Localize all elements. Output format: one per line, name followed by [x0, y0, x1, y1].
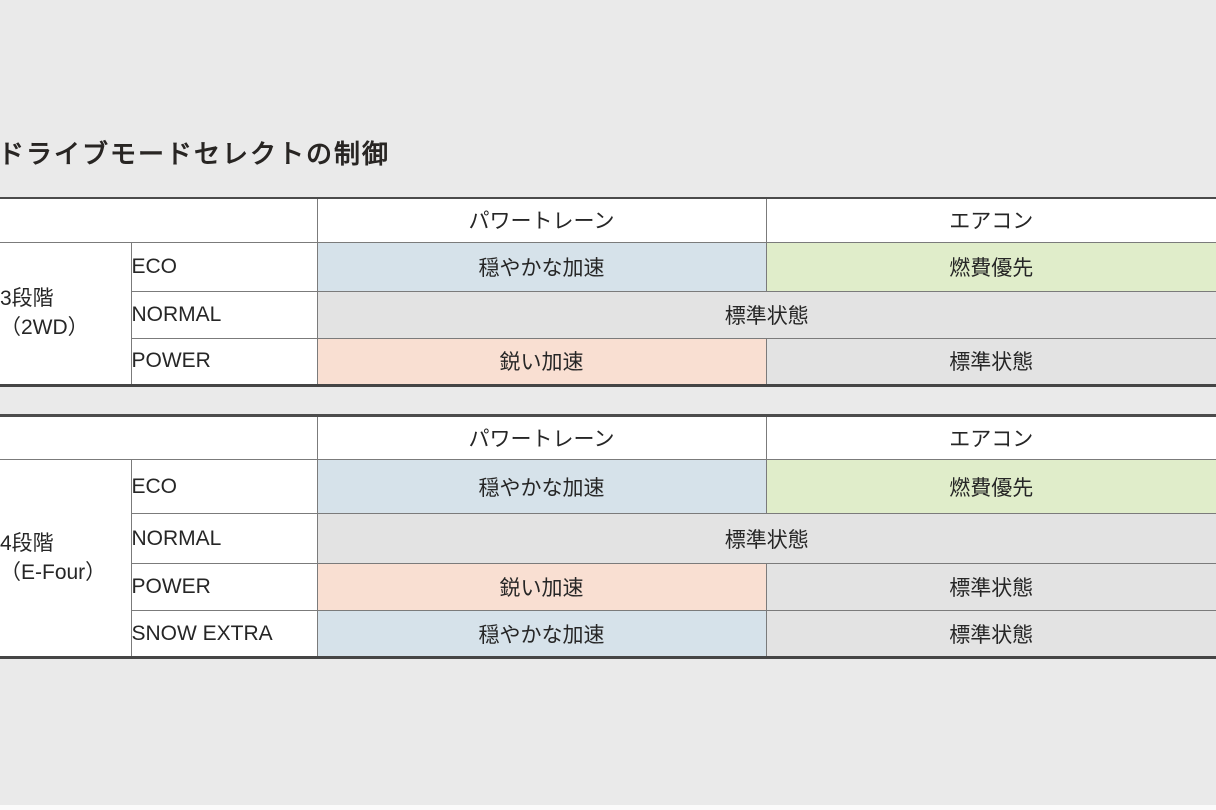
value-aircon-eco: 燃費優先	[765, 459, 1216, 514]
table-row: POWER 鋭い加速 標準状態	[0, 563, 1216, 611]
value-powertrain-power: 鋭い加速	[316, 337, 767, 386]
value-normal-merged: 標準状態	[316, 513, 1216, 564]
page-bottom-strip	[0, 805, 1216, 810]
group-label-line2: （2WD）	[0, 316, 89, 339]
mode-cell-power: POWER	[130, 563, 318, 611]
value-powertrain-eco: 穏やかな加速	[316, 241, 767, 292]
mode-cell-normal: NORMAL	[130, 290, 318, 339]
value-powertrain-power: 鋭い加速	[316, 563, 767, 611]
mode-cell-normal: NORMAL	[130, 513, 318, 564]
column-header-aircon: エアコン	[765, 415, 1216, 460]
value-normal-merged: 標準状態	[316, 290, 1216, 339]
value-aircon-snow-extra: 標準状態	[765, 610, 1216, 658]
column-header-powertrain: パワートレーン	[316, 415, 767, 460]
group-label-line2: （E-Four）	[0, 561, 107, 584]
column-header-powertrain: パワートレーン	[316, 197, 767, 243]
table-3stage-2wd: パワートレーン エアコン 3段階 （2WD） ECO 穏やかな加速 燃費優先 N…	[0, 197, 1216, 387]
group-label-line1: 4段階	[0, 532, 54, 555]
group-label-2wd: 3段階 （2WD）	[0, 241, 132, 386]
value-powertrain-snow-extra: 穏やかな加速	[316, 610, 767, 658]
value-aircon-power: 標準状態	[765, 563, 1216, 611]
header-empty-cell	[0, 415, 318, 460]
group-label-line1: 3段階	[0, 287, 54, 310]
table-row: SNOW EXTRA 穏やかな加速 標準状態	[0, 610, 1216, 658]
mode-cell-snow-extra: SNOW EXTRA	[130, 610, 318, 658]
value-aircon-power: 標準状態	[765, 337, 1216, 386]
table-row: パワートレーン エアコン	[0, 197, 1216, 243]
table-row: 4段階 （E-Four） ECO 穏やかな加速 燃費優先	[0, 459, 1216, 658]
mode-cell-eco: ECO	[130, 459, 318, 514]
header-empty-cell	[0, 197, 318, 243]
table-row: NORMAL 標準状態	[0, 290, 1216, 339]
group-label-efour: 4段階 （E-Four）	[0, 459, 132, 658]
column-header-aircon: エアコン	[765, 197, 1216, 243]
table-4stage-efour: パワートレーン エアコン 4段階 （E-Four） ECO 穏やかな加速 燃費優…	[0, 414, 1216, 659]
mode-cell-eco: ECO	[130, 241, 318, 292]
page-title: ドライブモードセレクトの制御	[0, 139, 391, 169]
table-row: POWER 鋭い加速 標準状態	[0, 337, 1216, 386]
table-row: パワートレーン エアコン	[0, 415, 1216, 460]
value-aircon-eco: 燃費優先	[765, 241, 1216, 292]
value-powertrain-eco: 穏やかな加速	[316, 459, 767, 514]
mode-cell-power: POWER	[130, 337, 318, 386]
table-row: NORMAL 標準状態	[0, 513, 1216, 564]
table-row: 3段階 （2WD） ECO 穏やかな加速 燃費優先	[0, 241, 1216, 386]
